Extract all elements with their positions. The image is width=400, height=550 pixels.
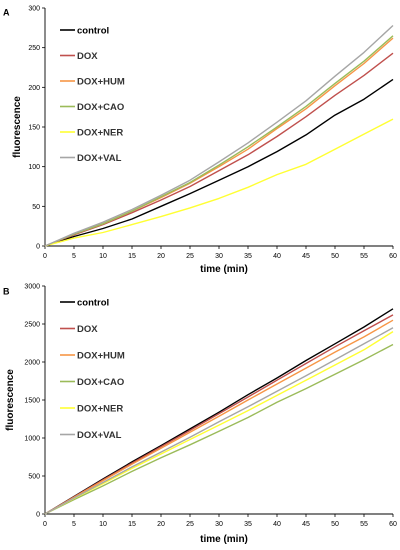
y-tick-label: 2500 xyxy=(24,322,40,329)
x-tick-label: 10 xyxy=(99,253,107,260)
series-line-dox-ner xyxy=(44,331,394,515)
x-tick-label: 10 xyxy=(99,521,107,528)
series-line-dox-cao xyxy=(44,343,394,515)
y-tick-label: 0 xyxy=(36,512,40,519)
x-tick-label: 60 xyxy=(389,521,397,528)
legend-label: DOX+CAO xyxy=(77,377,124,388)
chart-panel-a: A 0 50 100 150 200 250 300 0 5 10 15 20 25 30 35 40 45 50 5… xyxy=(3,6,397,276)
panel-label: A xyxy=(3,7,10,17)
y-tick-label: 1000 xyxy=(24,436,40,443)
chart-panel-b: B 0 500 1000 1500 2000 2500 3000 0 5 10 15 20 25 30 35 4… xyxy=(3,284,397,546)
y-tick-label: 500 xyxy=(28,474,40,481)
x-tick-label: 5 xyxy=(72,521,76,528)
x-tick-label: 25 xyxy=(186,521,194,528)
x-tick-label: 45 xyxy=(302,253,310,260)
legend-label: DOX+HUM xyxy=(77,351,125,362)
x-axis-title: time (min) xyxy=(200,534,248,545)
x-tick-label: 0 xyxy=(43,253,47,260)
legend-label: DOX xyxy=(77,51,98,62)
y-tick-label: 3000 xyxy=(24,284,40,291)
y-tick-label: 150 xyxy=(28,125,40,132)
x-tick-label: 50 xyxy=(331,253,339,260)
y-tick-label: 250 xyxy=(28,45,40,52)
series-line-dox-ner xyxy=(44,118,394,247)
x-tick-label: 35 xyxy=(244,521,252,528)
x-tick-label: 55 xyxy=(360,521,368,528)
series-line-dox-cao xyxy=(44,35,394,247)
series-line-dox-hum xyxy=(44,319,394,515)
y-axis-title: fluorescence xyxy=(5,369,16,431)
y-tick-label: 0 xyxy=(36,244,40,251)
x-tick-label: 60 xyxy=(389,253,397,260)
legend-label: DOX+VAL xyxy=(77,153,122,164)
legend-label: DOX+NER xyxy=(77,404,123,415)
x-tick-label: 30 xyxy=(215,521,223,528)
legend-label: DOX+HUM xyxy=(77,77,125,88)
x-axis-title: time (min) xyxy=(200,264,248,275)
legend-label: DOX+CAO xyxy=(77,102,124,113)
x-tick-label: 45 xyxy=(302,521,310,528)
y-tick-label: 2000 xyxy=(24,360,40,367)
x-tick-label: 50 xyxy=(331,521,339,528)
x-tick-label: 15 xyxy=(128,521,136,528)
y-tick-label: 300 xyxy=(28,6,40,13)
x-tick-label: 5 xyxy=(72,253,76,260)
x-tick-label: 35 xyxy=(244,253,252,260)
x-tick-label: 55 xyxy=(360,253,368,260)
y-tick-label: 100 xyxy=(28,164,40,171)
x-tick-label: 40 xyxy=(273,253,281,260)
legend-label: DOX+NER xyxy=(77,128,123,139)
x-tick-label: 20 xyxy=(157,253,165,260)
y-axis-title: fluorescence xyxy=(12,96,23,158)
x-tick-label: 0 xyxy=(43,521,47,528)
y-tick-label: 50 xyxy=(32,204,40,211)
series-line-dox-val xyxy=(44,24,394,247)
x-tick-label: 20 xyxy=(157,521,165,528)
legend-label: DOX xyxy=(77,324,98,335)
y-tick-label: 1500 xyxy=(24,398,40,405)
x-tick-label: 15 xyxy=(128,253,136,260)
legend-label: control xyxy=(77,298,109,309)
legend-label: DOX+VAL xyxy=(77,430,122,441)
y-tick-label: 200 xyxy=(28,85,40,92)
x-tick-label: 40 xyxy=(273,521,281,528)
series-line-dox xyxy=(44,52,394,247)
legend-label: control xyxy=(77,26,109,37)
series-line-control xyxy=(44,78,394,247)
x-tick-label: 25 xyxy=(186,253,194,260)
x-tick-label: 30 xyxy=(215,253,223,260)
panel-label: B xyxy=(3,286,10,296)
series-line-dox-val xyxy=(44,327,394,515)
